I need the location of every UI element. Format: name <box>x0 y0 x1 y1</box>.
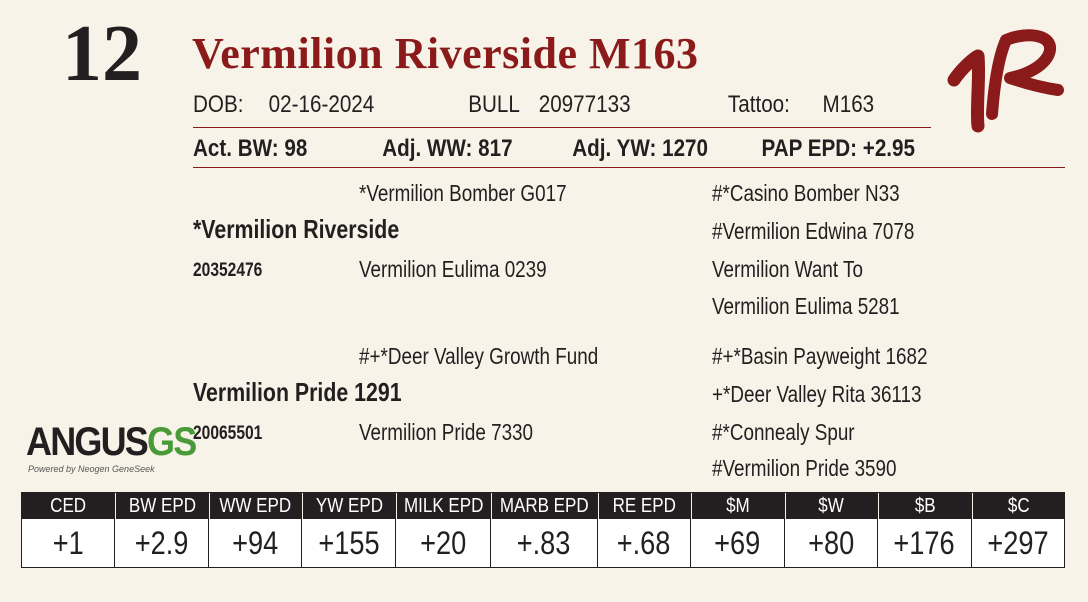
epd-header-label: CED <box>50 495 87 517</box>
epd-header: BW EPD <box>115 493 208 519</box>
sire-name: *Vermilion Riverside <box>193 214 400 244</box>
epd-header: MILK EPD <box>395 493 491 519</box>
epd-header-label: $B <box>914 495 936 517</box>
epd-header: CED <box>22 493 115 519</box>
epd-value: +94 <box>209 519 301 567</box>
epd-column: $M +69 <box>691 493 785 567</box>
epd-header-label: YW EPD <box>315 495 383 517</box>
epd-column: $C +297 <box>971 493 1065 567</box>
epd-value: +80 <box>785 519 877 567</box>
sex-label: BULL <box>468 91 520 118</box>
dam-sire-dam: +*Deer Valley Rita 36113 <box>712 381 922 407</box>
epd-value-text: +1 <box>52 525 84 561</box>
epd-header-label: BW EPD <box>128 495 196 517</box>
sire-sire: *Vermilion Bomber G017 <box>359 180 567 206</box>
epd-column: WW EPD +94 <box>208 493 303 567</box>
epd-header-label: $C <box>1007 495 1030 517</box>
epd-header-label: WW EPD <box>219 495 292 517</box>
dam-dam: Vermilion Pride 7330 <box>359 419 534 445</box>
epd-column: $W +80 <box>784 493 879 567</box>
epd-column: MILK EPD +20 <box>395 493 492 567</box>
sire-sire-sire: #*Casino Bomber N33 <box>712 180 900 206</box>
epd-header: $M <box>691 493 784 519</box>
tattoo-label: Tattoo: <box>727 91 790 118</box>
sire-dam-sire: Vermilion Want To <box>712 256 863 282</box>
epd-header: $B <box>878 493 971 519</box>
epd-header-label: MARB EPD <box>500 495 589 517</box>
epd-value-text: +.68 <box>617 525 671 561</box>
epd-header: $W <box>784 493 878 519</box>
epd-value-text: +297 <box>987 525 1049 561</box>
angus-logo-tagline: Powered by Neogen GeneSeek <box>28 464 155 474</box>
epd-column: RE EPD +.68 <box>597 493 692 567</box>
dam-name: Vermilion Pride 1291 <box>193 377 402 407</box>
dob-label: DOB: <box>193 91 244 118</box>
lot-number: 12 <box>62 10 142 98</box>
tattoo-value: M163 <box>822 91 875 118</box>
dam-registration: 20065501 <box>193 423 263 444</box>
epd-column: MARB EPD +.83 <box>491 493 598 567</box>
adjusted-yearling-weight: Adj. YW: 1270 <box>572 135 709 162</box>
angus-gs-logo: ANGUSGS Powered by Neogen GeneSeek <box>26 420 197 480</box>
sire-dam: Vermilion Eulima 0239 <box>359 256 547 282</box>
dam-sire: #+*Deer Valley Growth Fund <box>359 343 599 369</box>
epd-value-text: +69 <box>714 525 761 561</box>
sire-registration: 20352476 <box>193 260 263 281</box>
dob-value: 02-16-2024 <box>268 91 375 118</box>
epd-header: RE EPD <box>597 493 691 519</box>
epd-value: +20 <box>396 519 490 567</box>
epd-header-label: RE EPD <box>612 495 677 517</box>
adjusted-weaning-weight: Adj. WW: 817 <box>382 135 513 162</box>
dam-dam-dam: #Vermilion Pride 3590 <box>712 455 897 481</box>
epd-value: +69 <box>691 519 783 567</box>
dam-sire-sire: #+*Basin Payweight 1682 <box>712 343 928 369</box>
epd-header-label: MILK EPD <box>403 495 484 517</box>
epd-value: +176 <box>878 519 970 567</box>
epd-value-text: +.83 <box>517 525 571 561</box>
pap-epd: PAP EPD: +2.95 <box>761 135 916 162</box>
epd-header-label: $W <box>818 495 845 517</box>
epd-column: BW EPD +2.9 <box>115 493 209 567</box>
sire-sire-dam: #Vermilion Edwina 7078 <box>712 218 915 244</box>
epd-value-text: +176 <box>893 525 955 561</box>
actual-birth-weight: Act. BW: 98 <box>193 135 308 162</box>
epd-value: +297 <box>972 519 1064 567</box>
sire-dam-dam: Vermilion Eulima 5281 <box>712 293 900 319</box>
epd-value-text: +94 <box>232 525 279 561</box>
epd-column: CED +1 <box>22 493 116 567</box>
epd-value-text: +2.9 <box>134 525 189 561</box>
epd-header-label: $M <box>726 495 750 517</box>
epd-value-text: +155 <box>317 525 380 561</box>
info-divider <box>193 127 931 128</box>
angus-logo-wordmark: ANGUSGS <box>26 420 197 464</box>
performance-divider <box>193 167 1065 168</box>
epd-header: WW EPD <box>208 493 302 519</box>
epd-value: +.68 <box>598 519 690 567</box>
epd-header: $C <box>971 493 1065 519</box>
epd-table: CED +1 BW EPD +2.9 WW EPD +94 YW EPD +155 MILK E… <box>21 492 1065 568</box>
dam-dam-sire: #*Connealy Spur <box>712 419 855 445</box>
epd-value-text: +20 <box>419 525 467 561</box>
epd-value: +.83 <box>491 519 596 567</box>
registration-number: 20977133 <box>538 91 631 118</box>
epd-header: MARB EPD <box>491 493 597 519</box>
epd-value: +155 <box>302 519 394 567</box>
epd-column: $B +176 <box>878 493 972 567</box>
epd-header: YW EPD <box>302 493 395 519</box>
epd-column: YW EPD +155 <box>302 493 396 567</box>
epd-value: +2.9 <box>115 519 207 567</box>
epd-value-text: +80 <box>807 525 854 561</box>
animal-name: Vermilion Riverside M163 <box>192 29 699 78</box>
epd-value: +1 <box>22 519 114 567</box>
brand-mark-icon <box>947 29 1064 133</box>
